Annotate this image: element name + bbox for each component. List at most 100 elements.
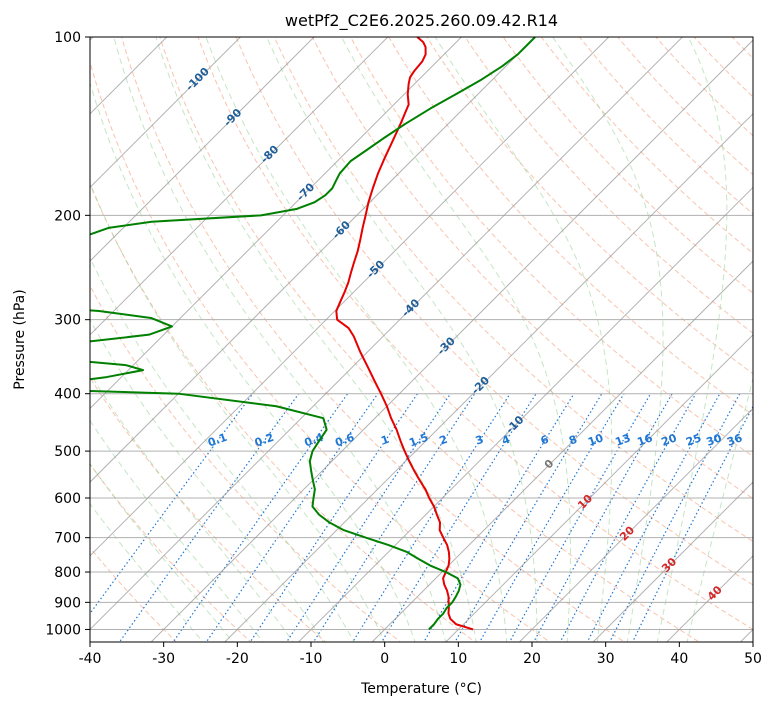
- mixing-ratio-label: 36: [725, 431, 744, 449]
- mixing-ratio-label: 8: [567, 433, 579, 448]
- y-axis-title: Pressure (hPa): [12, 289, 28, 389]
- x-tick-label: 50: [744, 651, 762, 667]
- dry-adiabat-line: [311, 37, 753, 500]
- moist-adiabat-line: [656, 37, 728, 642]
- dry-adiabat-line: [426, 37, 753, 375]
- chart-title: wetPf2_C2E6.2025.260.09.42.R14: [285, 11, 558, 31]
- mixing-ratio-line: [172, 393, 349, 642]
- mixing-ratio-label: 10: [586, 431, 605, 449]
- dry-adiabat-line: [273, 37, 753, 543]
- mixing-ratio-label: 16: [636, 431, 655, 449]
- mixing-ratio-line: [586, 393, 721, 642]
- sounding-profiles: [90, 37, 536, 631]
- y-tick-label: 300: [54, 313, 81, 329]
- mixing-ratio-label: 0.2: [253, 431, 276, 450]
- dry-adiabats: [90, 37, 753, 642]
- x-tick-label: 20: [523, 651, 541, 667]
- x-axis: -40 -30 -20 -10 0 10 20 30 40 50: [79, 642, 762, 667]
- moist-adiabat-line: [341, 37, 571, 642]
- isotherm-line: [297, 186, 753, 642]
- dry-adiabat-line: [502, 37, 753, 294]
- mixing-ratio-label: 6: [539, 433, 551, 448]
- moist-adiabat-line: [205, 37, 508, 642]
- isotherm-line: [90, 37, 242, 189]
- isotherm-line: [90, 37, 463, 410]
- dry-adiabat-line: [197, 37, 753, 631]
- mixing-ratio-line: [559, 393, 697, 642]
- moist-adiabat-line: [90, 419, 264, 642]
- y-tick-label: 400: [54, 387, 81, 403]
- moist-adiabat-line: [90, 181, 386, 642]
- mixing-ratio-line: [508, 393, 652, 642]
- moist-adiabat-line: [113, 37, 447, 642]
- plot-area: -100-90-80-70-60-50-40-30-20-10010203040…: [90, 37, 753, 642]
- mixing-ratio-label: 1: [379, 433, 391, 448]
- mixing-ratio-line: [609, 393, 741, 642]
- moist-adiabat-line: [434, 37, 613, 642]
- mixing-ratio-line: [249, 393, 419, 642]
- dry-adiabat-line: [540, 37, 753, 254]
- mixing-ratio-label: 2: [438, 433, 450, 448]
- x-tick-label: 30: [597, 651, 615, 667]
- mixing-ratio-line: [380, 393, 537, 642]
- mixing-ratio-label: 0.4: [303, 431, 326, 450]
- dry-adiabat-line: [235, 37, 753, 586]
- y-tick-label: 200: [54, 208, 81, 224]
- moist-adiabat-line: [90, 372, 294, 642]
- y-tick-label: 800: [54, 565, 81, 581]
- y-tick-label: 1000: [45, 622, 81, 638]
- isotherm-line: [371, 260, 753, 642]
- dry-adiabat-line: [388, 37, 753, 416]
- isotherm-line: [90, 37, 610, 557]
- mixing-ratio-label: 3: [474, 433, 486, 448]
- isotherm-line: [90, 37, 389, 336]
- mixing-ratio-label: 0.1: [206, 431, 229, 450]
- y-tick-label: 600: [54, 491, 81, 507]
- y-tick-label: 500: [54, 444, 81, 460]
- mixing-ratio-label: 25: [684, 431, 703, 448]
- mixing-ratio-line: [631, 405, 753, 642]
- isotherm-line: [592, 481, 753, 642]
- mixing-ratio-line: [352, 393, 511, 642]
- dry-adiabat-line: [90, 60, 551, 642]
- x-tick-label: -20: [226, 651, 249, 667]
- dry-adiabat-line: [655, 37, 753, 137]
- mixing-ratio-label: 13: [614, 431, 633, 448]
- mixing-ratio-line: [423, 393, 575, 642]
- mixing-ratio-line: [205, 393, 379, 642]
- isotherms: [90, 37, 753, 642]
- mixing-ratio-line: [118, 393, 300, 642]
- mixing-ratio-label: 4: [500, 433, 512, 448]
- moist-adiabat-line: [90, 256, 355, 642]
- isotherm-line: [224, 113, 753, 642]
- y-axis: 100 200 300 400 500 600 700 800 900 1000: [45, 30, 90, 638]
- x-axis-title: Temperature (°C): [360, 681, 482, 697]
- moist-adiabat-line: [90, 318, 325, 642]
- x-tick-label: -10: [300, 651, 323, 667]
- mixing-ratio-line: [90, 393, 254, 615]
- dry-adiabat-line: [578, 37, 753, 215]
- isotherm-line: [150, 39, 753, 642]
- y-tick-label: 900: [54, 595, 81, 611]
- isotherm-line: [90, 37, 315, 262]
- x-tick-label: -40: [79, 651, 102, 667]
- dry-adiabat-line: [350, 37, 753, 457]
- y-tick-label: 100: [54, 30, 81, 46]
- mixing-ratio-label: 0.6: [333, 431, 356, 450]
- isotherm-line: [518, 407, 753, 642]
- plot-frame: [89, 36, 754, 643]
- x-tick-label: 0: [380, 651, 389, 667]
- moist-adiabat-line: [90, 81, 416, 642]
- dry-adiabat-line: [159, 37, 701, 642]
- mixing-ratio-label: 1.5: [407, 431, 430, 450]
- dry-adiabat-line: [90, 376, 327, 642]
- isotherm-line: [90, 37, 684, 631]
- isotherm-line: [90, 37, 536, 483]
- x-tick-label: -30: [152, 651, 175, 667]
- mixing-ratio-label: 30: [705, 431, 724, 449]
- mixing-ratio-label: 20: [660, 431, 679, 449]
- moist-adiabat-line: [155, 37, 477, 642]
- x-tick-label: 10: [449, 651, 467, 667]
